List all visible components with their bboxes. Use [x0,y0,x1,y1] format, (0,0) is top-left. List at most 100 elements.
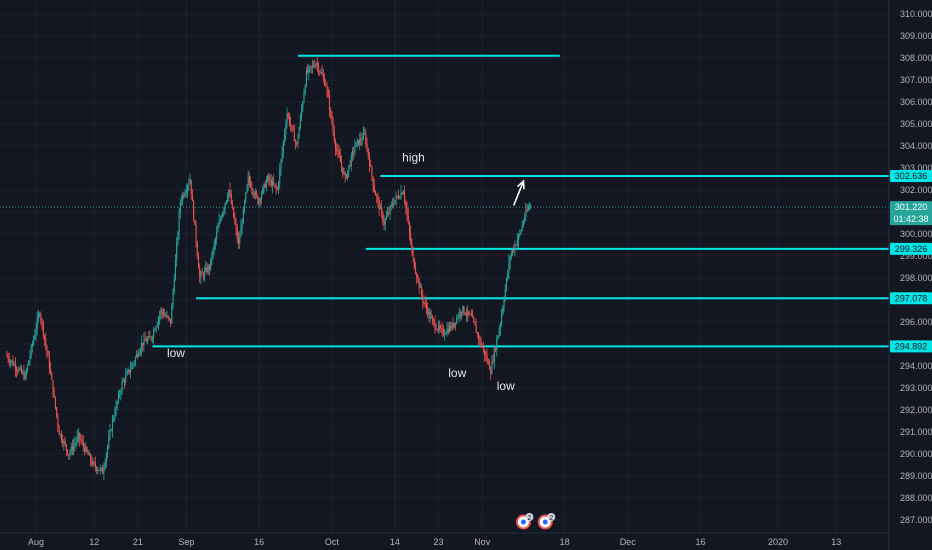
candle-body [379,207,381,210]
candle-body [330,110,332,113]
candle-body [58,425,60,435]
horizontal-levels[interactable] [0,54,889,348]
time-tick-label: 16 [695,537,705,547]
candle-body [104,462,106,468]
level-price-tag [890,292,932,305]
price-tick-label: 309.000 [900,31,932,41]
candle-body [423,302,425,304]
time-tick-label: Sep [178,537,194,547]
candle-body [475,325,477,333]
candle-body [451,323,453,329]
candle-body [88,454,90,456]
candle-body [370,166,372,167]
candle-body [225,200,227,204]
candle-body [508,261,510,273]
candle-body [196,242,198,257]
candle-body [145,341,147,343]
level-price-tag-label: 294.892 [895,341,928,351]
candle-body [468,310,470,314]
time-tick-label: 16 [254,537,264,547]
candle-body [530,205,532,206]
candle-body [455,322,457,324]
candle-body [498,328,500,336]
candle-body [184,192,186,196]
arrow-head [516,179,525,190]
candle-body [120,391,122,395]
candle-body [399,197,401,199]
candle-body [13,364,15,366]
candle-body [445,333,447,335]
time-tick-label: Oct [325,537,340,547]
candle-body [472,315,474,318]
candle-body [528,205,531,208]
price-tick-label: 299.000 [900,251,932,261]
candle-body [389,206,391,213]
candle-body [189,179,191,184]
candle-body [80,439,82,441]
candle-body [79,432,81,440]
candle-body [231,203,234,208]
candle-body [393,203,395,205]
candle-body [16,369,18,371]
candle-body [121,381,123,392]
candle-body [427,308,429,315]
candle-body [309,66,311,68]
candle-body [14,364,16,370]
candle-body [12,360,14,366]
candle-body [84,446,86,452]
price-tick-label: 294.000 [900,361,932,371]
candle-body [435,328,437,330]
candle-body [338,151,340,157]
candle-body [241,223,243,228]
candle-body [250,181,252,188]
time-axis[interactable]: Aug 12 21 Sep 16 Oct 14 23 Nov 18 Dec 16 2020 13 [0,532,889,547]
candle-body [167,315,169,318]
price-tick-label: 304.000 [900,141,932,151]
event-badge-count-bubble [525,513,534,521]
candle-body [453,322,455,327]
candle-body [381,207,383,213]
candle-body [240,227,242,238]
candle-body [298,127,300,139]
candle-body [217,227,219,233]
candle-body [68,454,70,456]
candle-body [195,224,197,243]
price-tick-label: 302.000 [900,185,932,195]
price-tick-label: 306.000 [900,97,932,107]
candle-body [294,141,297,143]
candle-body [136,353,138,358]
candle-body [126,372,128,376]
candle-body [86,447,88,452]
candle-body [62,440,64,444]
candle-body [27,364,29,371]
candle-body [207,266,209,273]
candle-body [408,222,411,233]
candle-body [125,375,127,382]
candle-body [429,311,431,319]
candle-body [213,243,215,249]
candle-body [210,258,212,269]
candle-body [71,446,73,451]
candle-body [383,221,385,225]
candle-body [19,367,21,369]
candle-body [33,338,35,345]
candle-body [114,414,116,418]
candle-body [376,195,378,197]
candle-body [252,189,254,194]
price-tick-label: 296.000 [900,317,932,327]
candle-body [264,183,266,188]
time-tick-label: 14 [390,537,400,547]
candle-body [398,196,400,198]
candle-body [223,208,225,213]
candle-body [218,220,220,228]
candle-body [234,217,236,224]
candle-body [67,449,69,455]
candle-body [491,361,493,374]
candle-body [497,335,499,340]
price-axis[interactable]: 310.000 309.000 308.000 307.000 306.000 305.0… [888,0,932,550]
candle-body [45,338,47,346]
current-price-tag-label: 301.220 [895,202,928,212]
candle-body [130,369,132,373]
